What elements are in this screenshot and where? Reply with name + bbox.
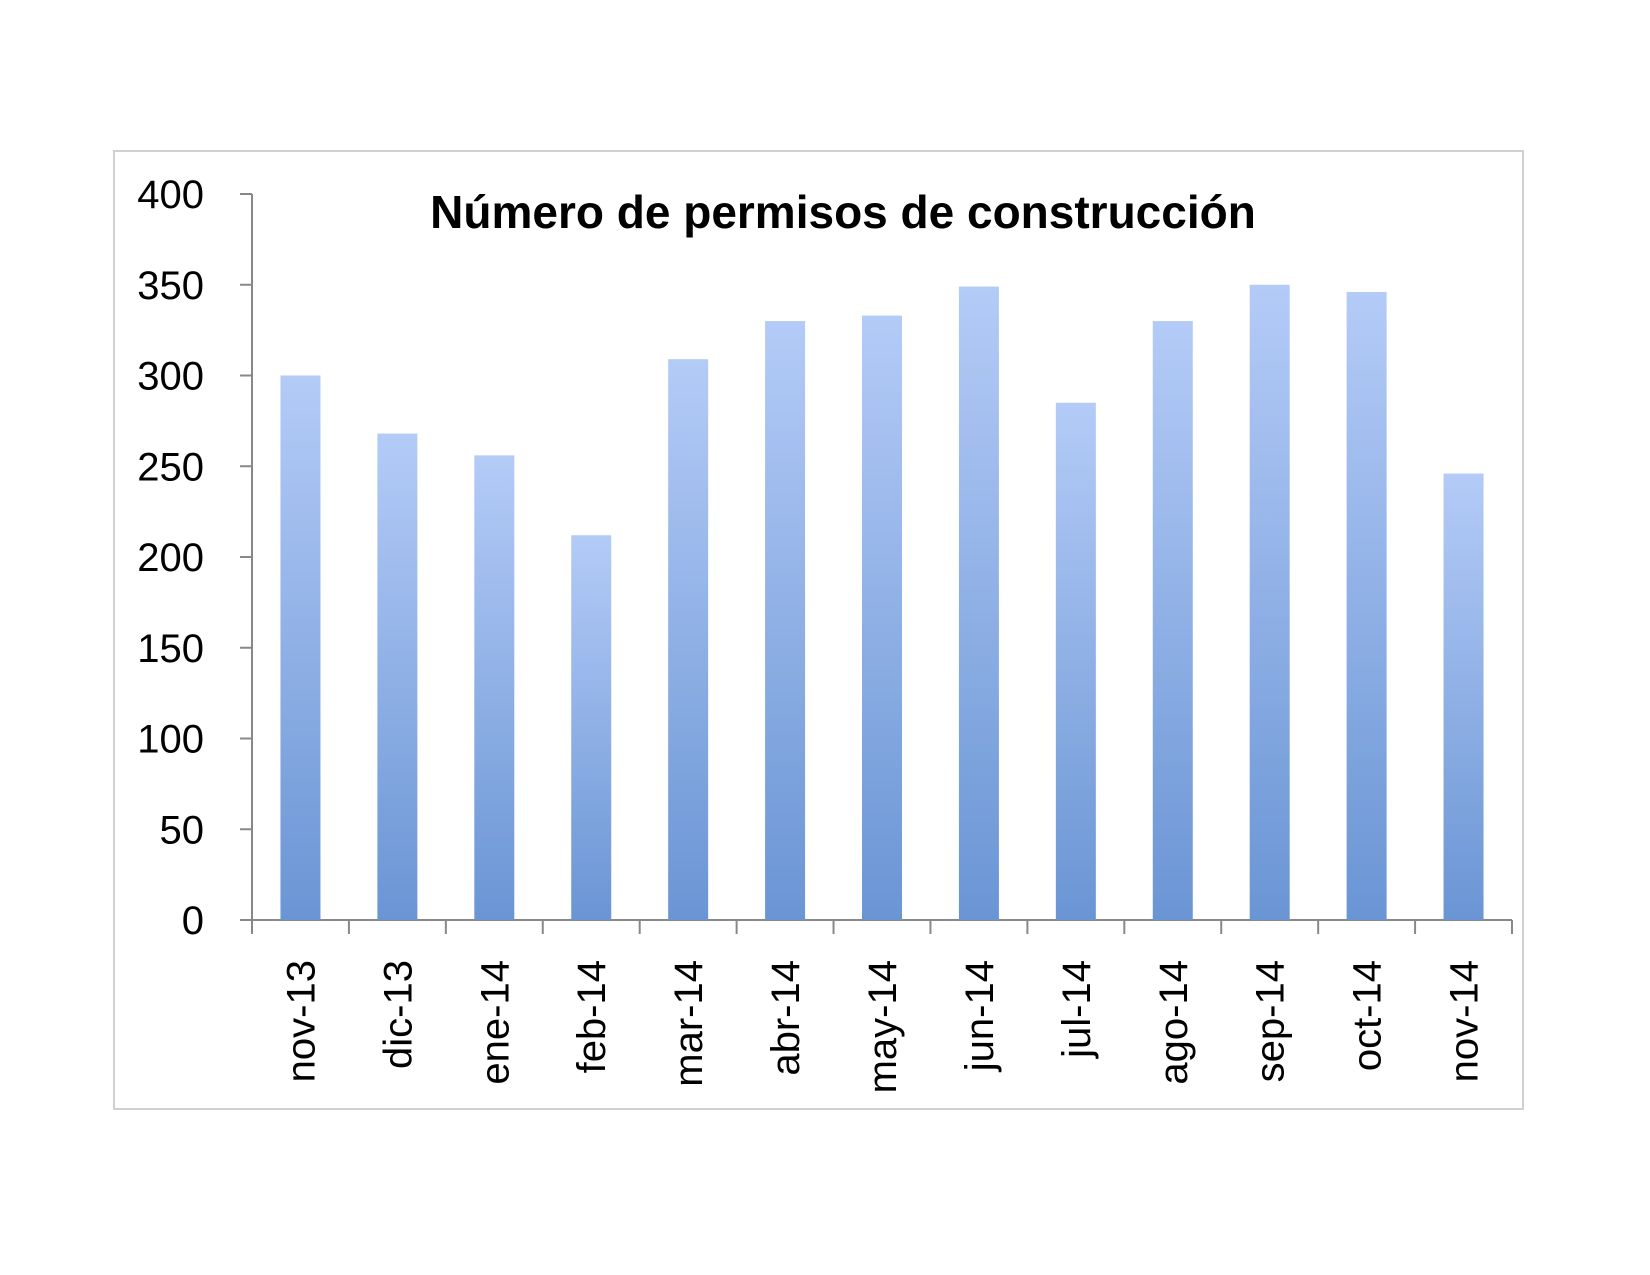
bar-nov-14 bbox=[1443, 473, 1484, 920]
x-tick-label-abr-14: abr-14 bbox=[764, 960, 808, 1076]
y-tick-label-8: 400 bbox=[137, 173, 204, 217]
y-tick-label-5: 250 bbox=[137, 445, 204, 489]
y-tick-label-2: 100 bbox=[137, 718, 204, 762]
chart-title: Número de permisos de construcción bbox=[430, 186, 1256, 238]
x-tick-label-nov-14: nov-14 bbox=[1443, 960, 1487, 1082]
y-tick-label-0: 0 bbox=[182, 899, 204, 943]
bar-dic-13 bbox=[377, 433, 418, 920]
bar-may-14 bbox=[862, 315, 902, 921]
x-tick-label-may-14: may-14 bbox=[861, 960, 905, 1093]
bar-feb-14 bbox=[571, 535, 612, 920]
y-axis: 0 50 100 150 200 250 300 350 400 bbox=[137, 173, 253, 943]
x-tick-label-oct-14: oct-14 bbox=[1346, 960, 1390, 1071]
bar-jun-14 bbox=[958, 286, 999, 920]
y-tick-label-6: 300 bbox=[137, 355, 204, 399]
x-tick-label-ago-14: ago-14 bbox=[1152, 960, 1196, 1085]
x-tick-label-sep-14: sep-14 bbox=[1249, 960, 1293, 1082]
bar-abr-14 bbox=[765, 321, 806, 920]
x-tick-label-feb-14: feb-14 bbox=[570, 960, 614, 1073]
bar-mar-14 bbox=[668, 359, 709, 920]
bar-nov-13 bbox=[280, 375, 321, 920]
y-tick-label-3: 150 bbox=[137, 627, 204, 671]
bar-ene-14 bbox=[474, 455, 515, 920]
x-tick-label-jul-14: jul-14 bbox=[1055, 960, 1099, 1059]
x-tick-label-mar-14: mar-14 bbox=[667, 960, 711, 1087]
bar-oct-14 bbox=[1346, 292, 1387, 920]
y-tick-label-7: 350 bbox=[137, 264, 204, 308]
x-axis: nov-13 dic-13 ene-14 feb-14 mar-14 abr-14 may-… bbox=[251, 919, 1513, 1093]
x-tick-label-ene-14: ene-14 bbox=[473, 960, 517, 1085]
y-tick-label-1: 50 bbox=[160, 808, 205, 852]
bar-jul-14 bbox=[1055, 402, 1096, 921]
bar-sep-14 bbox=[1249, 284, 1290, 920]
y-tick-label-4: 200 bbox=[137, 536, 204, 580]
x-tick-label-dic-13: dic-13 bbox=[376, 960, 420, 1069]
bars bbox=[280, 284, 1484, 921]
bar-ago-14 bbox=[1152, 321, 1193, 920]
x-tick-label-jun-14: jun-14 bbox=[958, 960, 1002, 1072]
x-tick-label-nov-13: nov-13 bbox=[279, 960, 323, 1082]
